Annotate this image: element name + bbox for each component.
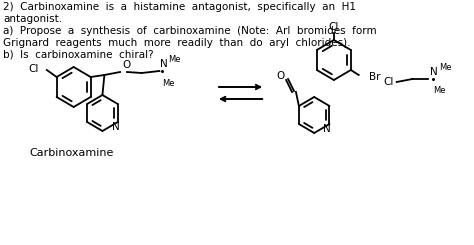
Text: b)  Is  carbinoxamine  chiral?: b) Is carbinoxamine chiral? bbox=[3, 50, 154, 60]
Text: O: O bbox=[122, 60, 130, 70]
Text: Me: Me bbox=[162, 79, 175, 88]
Text: Me: Me bbox=[439, 63, 451, 72]
Text: N: N bbox=[112, 122, 120, 132]
Text: N: N bbox=[430, 67, 438, 77]
Text: O: O bbox=[276, 71, 284, 81]
Text: Cl: Cl bbox=[328, 22, 339, 32]
Text: Grignard  reagents  much  more  readily  than  do  aryl  chlorides).: Grignard reagents much more readily than… bbox=[3, 38, 350, 48]
Text: N: N bbox=[160, 59, 168, 69]
Text: 2)  Carbinoxamine  is  a  histamine  antagonist,  specifically  an  H1: 2) Carbinoxamine is a histamine antagoni… bbox=[3, 2, 356, 12]
Text: antagonist.: antagonist. bbox=[3, 14, 62, 24]
Text: Me: Me bbox=[433, 86, 446, 95]
Text: a)  Propose  a  synthesis  of  carbinoxamine  (Note:  Arl  bromides  form: a) Propose a synthesis of carbinoxamine … bbox=[3, 26, 376, 36]
Text: N: N bbox=[323, 124, 331, 135]
Text: Me: Me bbox=[168, 55, 181, 64]
Text: Carbinoxamine: Carbinoxamine bbox=[29, 148, 114, 158]
Text: Br: Br bbox=[368, 72, 380, 82]
Text: Cl: Cl bbox=[383, 77, 393, 87]
Text: Cl: Cl bbox=[28, 64, 39, 74]
